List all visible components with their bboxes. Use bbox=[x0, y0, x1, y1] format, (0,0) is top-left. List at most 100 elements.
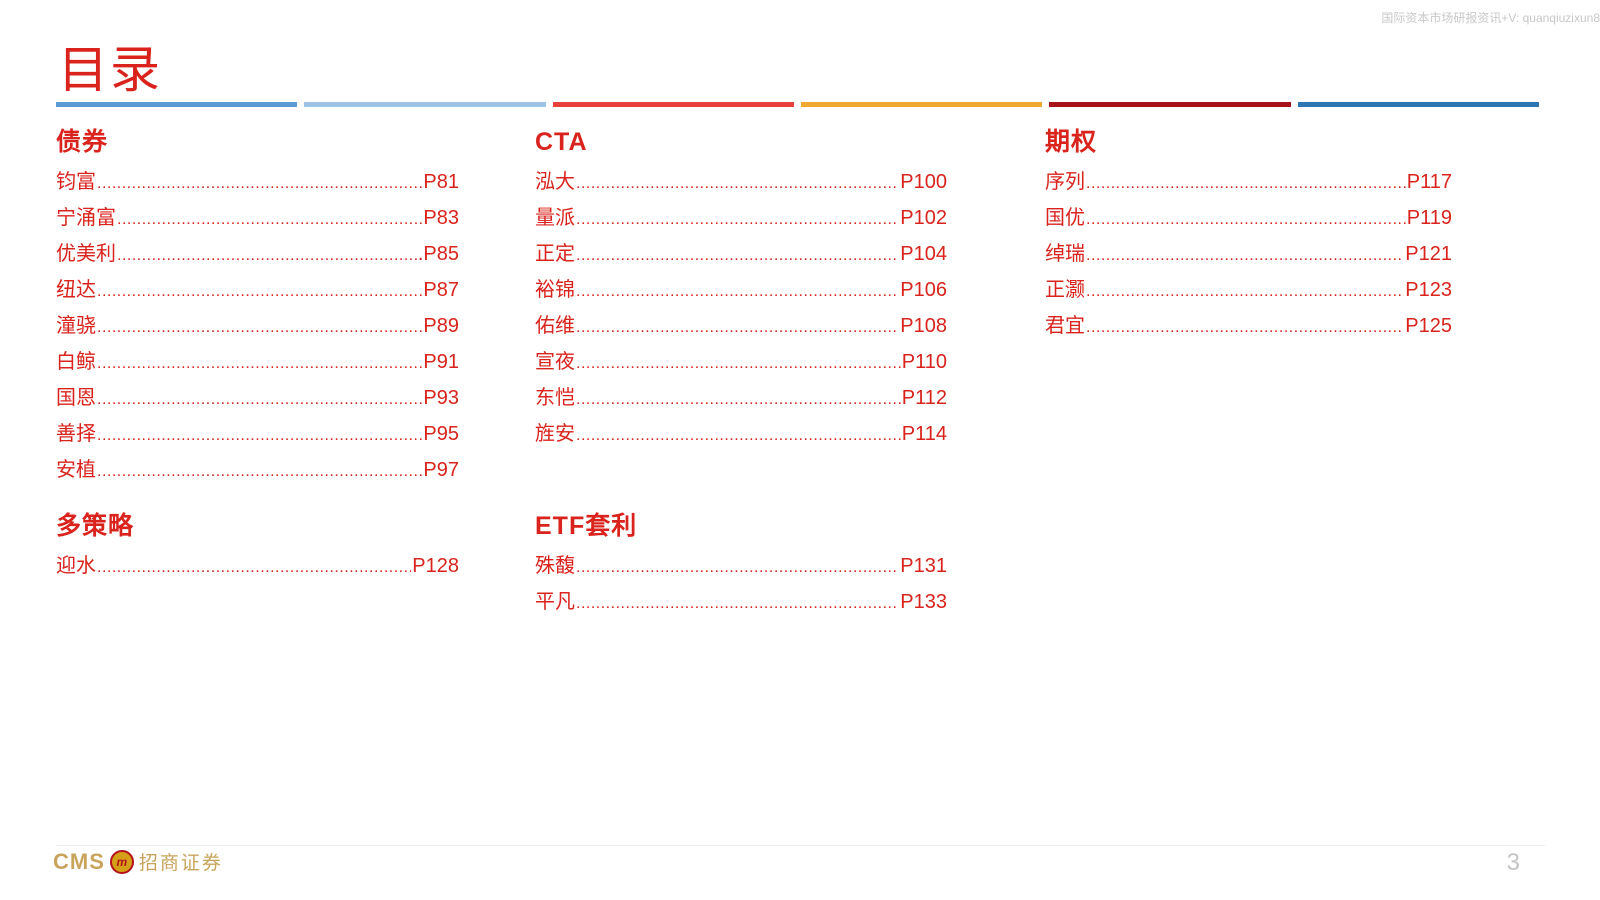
entry-name: 量派 bbox=[535, 207, 575, 229]
toc-entry[interactable]: 白鲸 P91 bbox=[56, 344, 459, 380]
toc-entry[interactable]: 裕锦 P106 bbox=[535, 272, 947, 308]
entry-name: 旌安 bbox=[535, 423, 575, 445]
entry-page: P95 bbox=[423, 423, 459, 445]
divider-segment-4 bbox=[800, 102, 1043, 107]
entry-page: P81 bbox=[423, 171, 459, 193]
dot-leader bbox=[1086, 274, 1404, 310]
toc-entry[interactable]: 正定 P104 bbox=[535, 236, 947, 272]
entry-page: P100 bbox=[900, 171, 947, 193]
entry-name: 善择 bbox=[56, 423, 96, 445]
entry-name: 殊馥 bbox=[535, 555, 575, 577]
entry-name: 宣夜 bbox=[535, 351, 575, 373]
toc-entry[interactable]: 旌安 P114 bbox=[535, 416, 947, 452]
entry-name: 安植 bbox=[56, 459, 96, 481]
toc-column-3: 期权 序列 P117 国优 P119 绰瑞 P121 正灏 P123 君宜 P125 bbox=[1045, 124, 1452, 344]
section-title-cta: CTA bbox=[535, 128, 588, 156]
toc-entry[interactable]: 国恩 P93 bbox=[56, 380, 459, 416]
entry-name: 平凡 bbox=[535, 591, 575, 613]
dot-leader bbox=[576, 382, 901, 418]
divider-segment-3 bbox=[552, 102, 794, 107]
toc-entry[interactable]: 国优 P119 bbox=[1045, 200, 1452, 236]
dot-leader bbox=[576, 202, 899, 238]
entry-page: P87 bbox=[423, 279, 459, 301]
toc-entry[interactable]: 平凡 P133 bbox=[535, 584, 947, 620]
divider-segment-1 bbox=[56, 102, 298, 107]
toc-entry[interactable]: 东恺 P112 bbox=[535, 380, 947, 416]
entry-page: P123 bbox=[1405, 279, 1452, 301]
entry-name: 纽达 bbox=[56, 279, 96, 301]
dot-leader bbox=[117, 238, 417, 274]
entry-name: 迎水 bbox=[56, 555, 96, 577]
toc-entry[interactable]: 潼骁 P89 bbox=[56, 308, 459, 344]
dot-leader bbox=[97, 310, 422, 346]
dot-leader bbox=[1086, 202, 1406, 238]
entry-name: 正定 bbox=[535, 243, 575, 265]
toc-entry[interactable]: 君宜 P125 bbox=[1045, 308, 1452, 344]
divider-segment-6 bbox=[1297, 102, 1539, 107]
entry-name: 君宜 bbox=[1045, 315, 1085, 337]
dot-leader bbox=[576, 550, 899, 586]
toc-entry[interactable]: 泓大 P100 bbox=[535, 164, 947, 200]
toc-entry[interactable]: 序列 P117 bbox=[1045, 164, 1452, 200]
entry-page: P133 bbox=[900, 591, 947, 613]
entry-name: 宁涌富 bbox=[56, 207, 116, 229]
page-number: 3 bbox=[1506, 849, 1520, 876]
watermark-text: 国际资本市场研报资讯+V: quanqiuzixun8 bbox=[1381, 11, 1600, 25]
toc-entry[interactable]: 佑维 P108 bbox=[535, 308, 947, 344]
entry-name: 东恺 bbox=[535, 387, 575, 409]
entry-page: P119 bbox=[1406, 207, 1452, 229]
entry-page: P125 bbox=[1405, 315, 1452, 337]
toc-entry[interactable]: 绰瑞 P121 bbox=[1045, 236, 1452, 272]
toc-entry[interactable]: 宁涌富 P83 bbox=[56, 200, 459, 236]
toc-entry[interactable]: 安植 P97 bbox=[56, 452, 459, 488]
toc-entry[interactable]: 钧富 P81 bbox=[56, 164, 459, 200]
logo-text: CMS bbox=[53, 848, 105, 874]
color-divider bbox=[56, 102, 1539, 107]
entry-page: P117 bbox=[1406, 171, 1452, 193]
toc-entry[interactable]: 殊馥 P131 bbox=[535, 548, 947, 584]
toc-entry[interactable]: 正灏 P123 bbox=[1045, 272, 1452, 308]
dot-leader bbox=[97, 346, 422, 382]
logo-emblem-icon: m bbox=[109, 849, 134, 874]
dot-leader bbox=[576, 238, 899, 274]
dot-leader bbox=[1086, 166, 1406, 202]
entry-page: P108 bbox=[900, 315, 947, 337]
divider-segment-5 bbox=[1049, 102, 1291, 107]
entry-page: P131 bbox=[900, 555, 947, 577]
entry-name: 钧富 bbox=[56, 171, 96, 193]
section-title-options: 期权 bbox=[1045, 128, 1098, 156]
entry-name: 潼骁 bbox=[56, 315, 96, 337]
dot-leader bbox=[576, 166, 899, 202]
entry-name: 裕锦 bbox=[535, 279, 575, 301]
toc-entry[interactable]: 迎水 P128 bbox=[56, 548, 459, 584]
entry-page: P89 bbox=[423, 315, 459, 337]
dot-leader bbox=[97, 382, 422, 418]
dot-leader bbox=[1086, 310, 1404, 346]
section-title-multi-strategy: 多策略 bbox=[56, 512, 135, 540]
dot-leader bbox=[97, 418, 422, 454]
entry-page: P106 bbox=[900, 279, 947, 301]
entry-page: P128 bbox=[412, 555, 459, 577]
entry-page: P102 bbox=[900, 207, 947, 229]
toc-column-2: CTA 泓大 P100 量派 P102 正定 P104 裕锦 P106 佑维 P10… bbox=[535, 124, 947, 620]
entry-name: 白鲸 bbox=[56, 351, 96, 373]
entry-page: P121 bbox=[1405, 243, 1452, 265]
entry-name: 泓大 bbox=[535, 171, 575, 193]
toc-entry[interactable]: 善择 P95 bbox=[56, 416, 459, 452]
toc-entry[interactable]: 宣夜 P110 bbox=[535, 344, 947, 380]
toc-entry[interactable]: 量派 P102 bbox=[535, 200, 947, 236]
dot-leader bbox=[97, 274, 422, 310]
dot-leader bbox=[97, 166, 422, 202]
entry-page: P83 bbox=[423, 207, 459, 229]
logo-chinese-text: 招商证券 bbox=[138, 852, 223, 874]
entry-name: 序列 bbox=[1045, 171, 1085, 193]
entry-page: P110 bbox=[901, 351, 947, 373]
dot-leader bbox=[576, 274, 899, 310]
toc-entry[interactable]: 优美利 .P85 bbox=[56, 236, 459, 272]
entry-page: P114 bbox=[901, 423, 947, 445]
entry-name: 国恩 bbox=[56, 387, 96, 409]
dot-leader bbox=[117, 202, 422, 238]
entry-page: P104 bbox=[900, 243, 947, 265]
entry-page: P91 bbox=[423, 351, 459, 373]
toc-entry[interactable]: 纽达 P87 bbox=[56, 272, 459, 308]
